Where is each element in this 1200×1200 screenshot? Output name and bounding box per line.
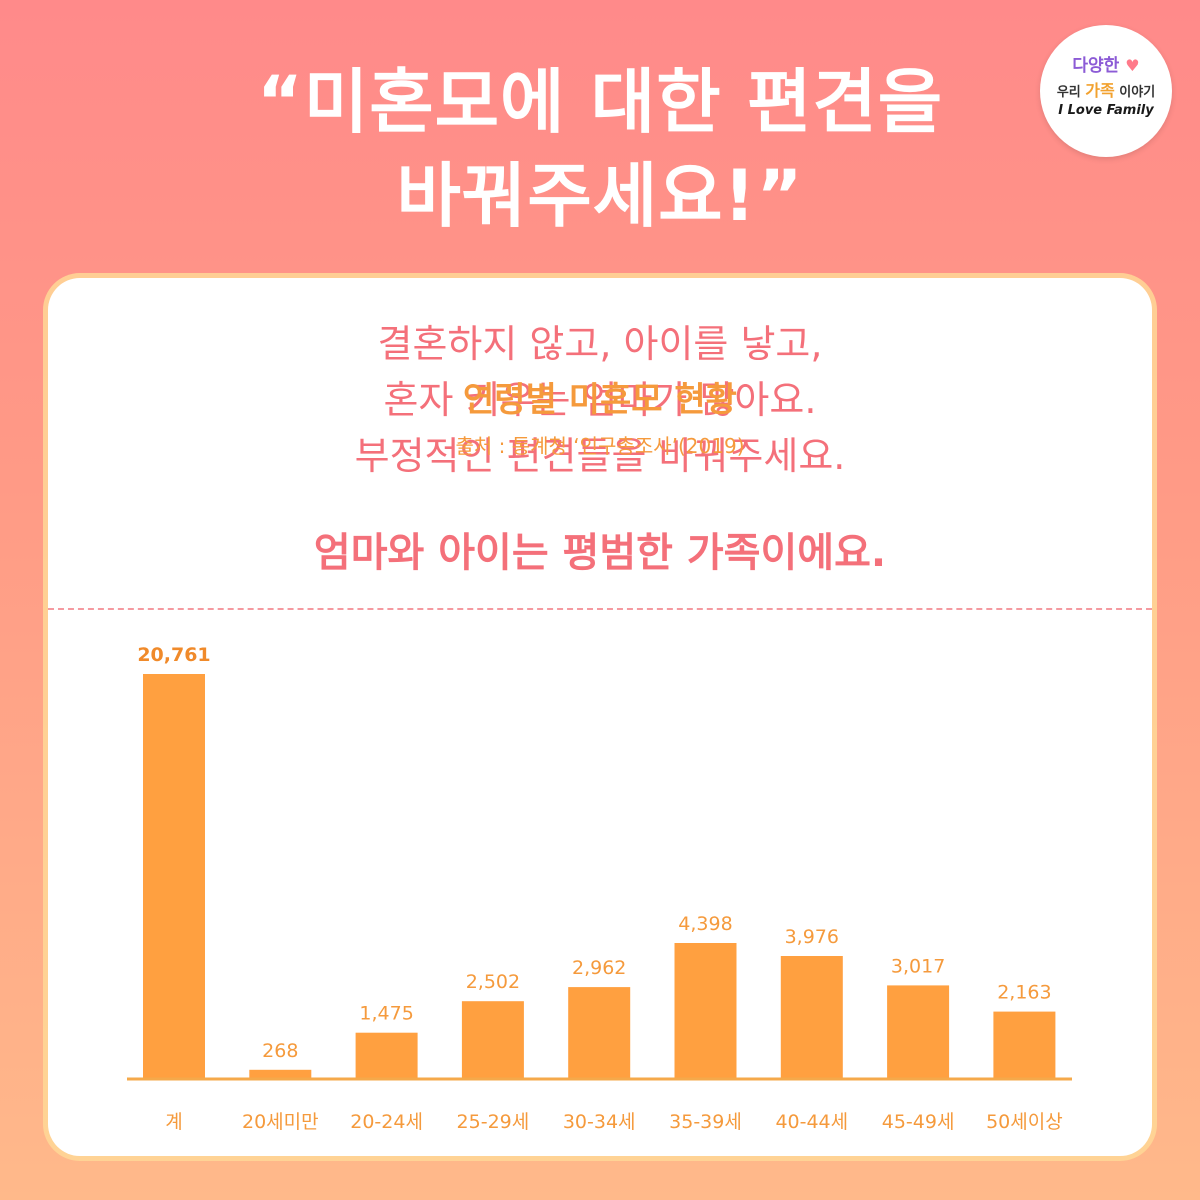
value-label-5: 4,398 bbox=[678, 913, 732, 935]
category-label-5: 35-39세 bbox=[669, 1111, 742, 1133]
chart-source: 출처 : 통계청 ‘인구총조사’(2019) bbox=[455, 434, 745, 458]
logo-badge: 다양한 ♥ 우리 가족 이야기 I Love Family bbox=[1040, 25, 1172, 157]
value-label-7: 3,017 bbox=[891, 955, 945, 977]
bar-3 bbox=[461, 1001, 524, 1078]
logo-accent: 가족 bbox=[1085, 81, 1115, 100]
headline: “미혼모에 대한 편견을 바꿔주세요!” bbox=[0, 55, 1200, 243]
category-label-3: 25-29세 bbox=[457, 1111, 530, 1133]
bar-5 bbox=[674, 943, 737, 1078]
message-block: 결혼하지 않고, 아이를 낳고, 혼자 키우는 엄마가 많아요. 부정적인 편견… bbox=[48, 316, 1152, 484]
value-label-0: 20,761 bbox=[137, 644, 210, 666]
value-label-2: 1,475 bbox=[359, 1003, 413, 1025]
value-label-6: 3,976 bbox=[785, 926, 839, 948]
logo-title: 다양한 bbox=[1072, 56, 1120, 76]
value-label-8: 2,163 bbox=[997, 982, 1051, 1004]
value-label-3: 2,502 bbox=[466, 971, 520, 993]
heart-icon: ♥ bbox=[1125, 56, 1140, 75]
category-label-1: 20세미만 bbox=[242, 1111, 319, 1133]
category-label-8: 50세이상 bbox=[986, 1111, 1063, 1133]
emphasis-text: 엄마와 아이는 평범한 가족이에요. bbox=[313, 530, 887, 576]
logo-prefix: 우리 bbox=[1056, 85, 1086, 100]
message-line-3: 부정적인 편견들을 바꿔주세요. bbox=[354, 434, 846, 478]
headline-line-2: 바꿔주세요!” bbox=[396, 155, 804, 237]
bar-1 bbox=[249, 1069, 312, 1078]
bar-2 bbox=[355, 1032, 418, 1078]
chart-title: 연령별 미혼모 현황 bbox=[463, 380, 737, 420]
category-label-0: 계 bbox=[165, 1111, 182, 1133]
bar-4 bbox=[568, 987, 631, 1078]
logo-suffix: 이야기 bbox=[1114, 85, 1156, 100]
category-label-4: 30-34세 bbox=[563, 1111, 636, 1133]
dashed-divider bbox=[48, 608, 1152, 610]
category-label-2: 20-24세 bbox=[350, 1111, 423, 1133]
logo-tagline: I Love Family bbox=[1058, 103, 1154, 118]
value-label-4: 2,962 bbox=[572, 957, 626, 979]
value-label-1: 268 bbox=[262, 1040, 298, 1062]
bar-8 bbox=[993, 1011, 1056, 1078]
headline-line-1: “미혼모에 대한 편견을 bbox=[256, 61, 944, 143]
bar-6 bbox=[780, 956, 843, 1078]
bar-0 bbox=[143, 674, 205, 1078]
logo-line-1: 다양한 ♥ bbox=[1040, 51, 1172, 76]
bar-7 bbox=[887, 985, 950, 1078]
category-label-6: 40-44세 bbox=[775, 1111, 848, 1133]
message-line-1: 결혼하지 않고, 아이를 낳고, bbox=[377, 322, 823, 366]
message-line-2: 혼자 키우는 엄마가 많아요. bbox=[383, 378, 817, 422]
category-label-7: 45-49세 bbox=[882, 1111, 955, 1133]
logo-line-2: 우리 가족 이야기 bbox=[1040, 77, 1172, 101]
